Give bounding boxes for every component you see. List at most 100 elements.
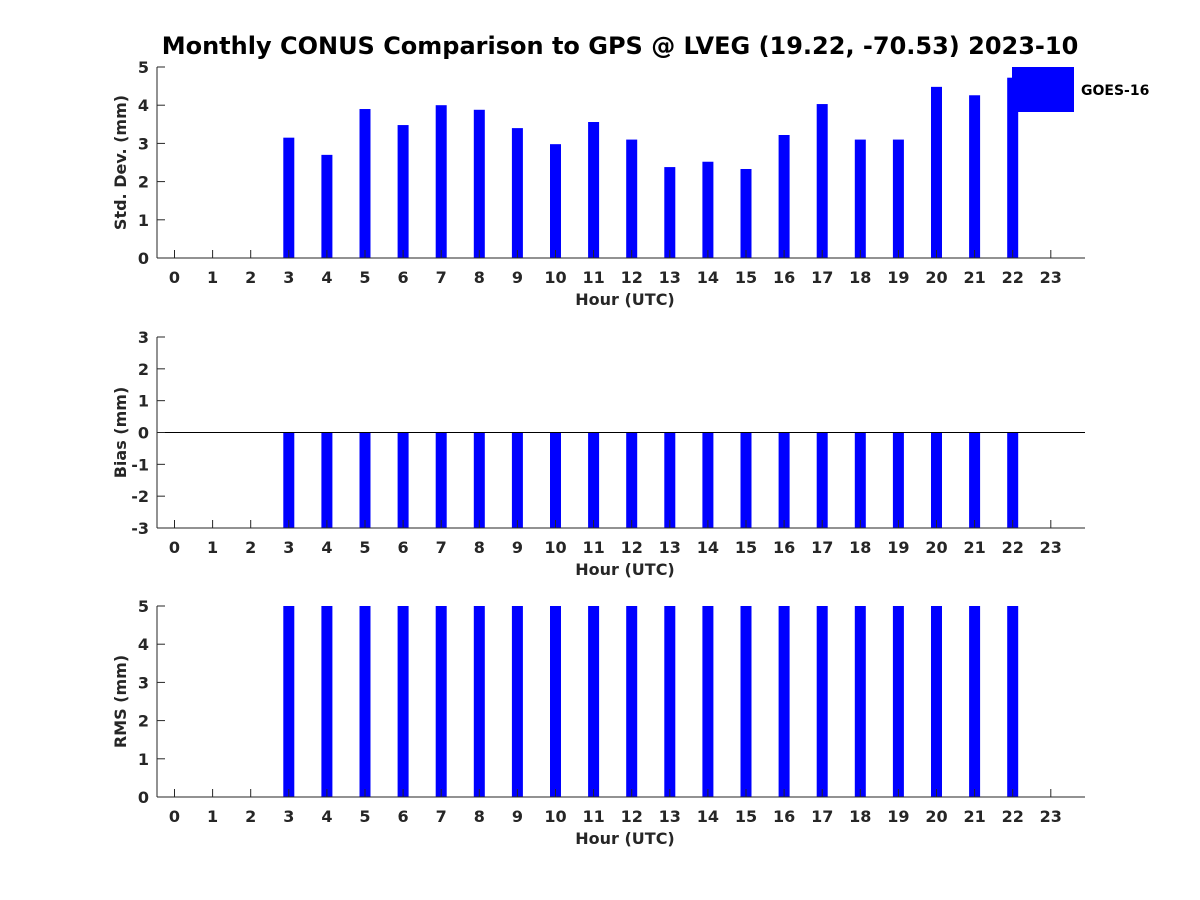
x-tick-label: 19 [887, 807, 909, 826]
bar-hour-4 [321, 606, 333, 797]
y-axis-label: RMS (mm) [111, 655, 130, 748]
bar-hour-17 [816, 432, 828, 528]
x-tick-label: 22 [1002, 538, 1024, 557]
x-tick-label: 9 [512, 807, 523, 826]
y-axis-label: Std. Dev. (mm) [111, 95, 130, 230]
bar-hour-17 [816, 606, 828, 797]
bar-hour-12 [626, 606, 638, 797]
bar-hour-21 [969, 95, 981, 258]
bar-hour-7 [435, 432, 447, 528]
bar-hour-11 [588, 122, 600, 259]
x-tick-label: 17 [811, 807, 833, 826]
x-tick-label: 8 [474, 268, 485, 287]
bar-hour-4 [321, 432, 333, 528]
bar-hour-19 [892, 606, 904, 797]
x-tick-label: 3 [283, 538, 294, 557]
bar-hour-14 [702, 606, 714, 797]
x-tick-label: 4 [321, 807, 332, 826]
y-tick-label: 2 [138, 712, 149, 731]
x-tick-label: 2 [245, 268, 256, 287]
x-tick-label: 9 [512, 538, 523, 557]
x-tick-label: 19 [887, 538, 909, 557]
bar-hour-3 [283, 137, 295, 258]
bar-hour-6 [397, 606, 409, 797]
bar-hour-15 [740, 606, 752, 797]
bar-hour-7 [435, 606, 447, 797]
x-tick-label: 6 [398, 807, 409, 826]
y-tick-label: 3 [138, 134, 149, 153]
y-tick-label: -1 [131, 455, 149, 474]
bar-hour-9 [511, 432, 523, 528]
y-tick-label: 4 [138, 96, 149, 115]
bar-hour-18 [854, 606, 866, 797]
legend-label: GOES-16 [1081, 83, 1149, 99]
bar-hour-9 [511, 128, 523, 258]
x-tick-label: 5 [359, 807, 370, 826]
x-tick-label: 17 [811, 538, 833, 557]
bar-hour-5 [359, 432, 371, 528]
x-tick-label: 18 [849, 268, 871, 287]
x-tick-label: 0 [169, 538, 180, 557]
x-tick-label: 22 [1002, 807, 1024, 826]
x-tick-label: 10 [544, 268, 566, 287]
x-tick-label: 6 [398, 538, 409, 557]
x-tick-label: 7 [436, 538, 447, 557]
bar-hour-13 [664, 167, 676, 258]
x-tick-label: 23 [1040, 807, 1062, 826]
x-tick-label: 7 [436, 268, 447, 287]
bar-hour-16 [778, 432, 790, 528]
x-tick-label: 17 [811, 268, 833, 287]
x-tick-label: 4 [321, 538, 332, 557]
bar-hour-18 [854, 432, 866, 528]
x-tick-label: 21 [963, 538, 985, 557]
bar-hour-22 [1007, 606, 1019, 797]
bar-hour-9 [511, 606, 523, 797]
x-tick-label: 1 [207, 268, 218, 287]
bar-hour-10 [550, 432, 561, 528]
x-tick-label: 19 [887, 268, 909, 287]
bar-hour-22 [1007, 432, 1019, 528]
bar-hour-20 [931, 432, 942, 528]
x-tick-label: 16 [773, 268, 795, 287]
x-tick-label: 11 [582, 807, 604, 826]
x-tick-label: 0 [169, 807, 180, 826]
x-tick-label: 5 [359, 538, 370, 557]
x-tick-label: 20 [925, 268, 947, 287]
y-tick-label: 0 [138, 788, 149, 807]
x-tick-label: 10 [544, 538, 566, 557]
x-tick-label: 1 [207, 807, 218, 826]
x-tick-label: 7 [436, 807, 447, 826]
x-tick-label: 9 [512, 268, 523, 287]
x-tick-label: 16 [773, 807, 795, 826]
x-tick-label: 13 [659, 538, 681, 557]
x-tick-label: 16 [773, 538, 795, 557]
bar-hour-17 [816, 104, 828, 258]
x-tick-label: 4 [321, 268, 332, 287]
chart-title: Monthly CONUS Comparison to GPS @ LVEG (… [162, 32, 1079, 60]
x-tick-label: 21 [963, 268, 985, 287]
bar-hour-16 [778, 134, 790, 258]
x-tick-label: 21 [963, 807, 985, 826]
bar-hour-15 [740, 432, 752, 528]
y-tick-label: 5 [138, 58, 149, 77]
y-tick-label: 2 [138, 360, 149, 379]
y-tick-label: 3 [138, 328, 149, 347]
bar-hour-8 [473, 606, 485, 797]
bar-hour-11 [588, 606, 600, 797]
bar-hour-5 [359, 109, 371, 259]
bar-hour-7 [435, 105, 447, 258]
x-tick-label: 23 [1040, 268, 1062, 287]
x-tick-label: 20 [925, 807, 947, 826]
x-axis-label: Hour (UTC) [575, 829, 675, 848]
x-tick-label: 2 [245, 807, 256, 826]
bar-hour-22 [1007, 77, 1019, 258]
bar-hour-3 [283, 606, 295, 797]
x-tick-label: 14 [697, 538, 719, 557]
x-tick-label: 20 [925, 538, 947, 557]
y-tick-label: -3 [131, 519, 149, 538]
x-tick-label: 6 [398, 268, 409, 287]
legend: GOES-16 [1012, 67, 1149, 112]
